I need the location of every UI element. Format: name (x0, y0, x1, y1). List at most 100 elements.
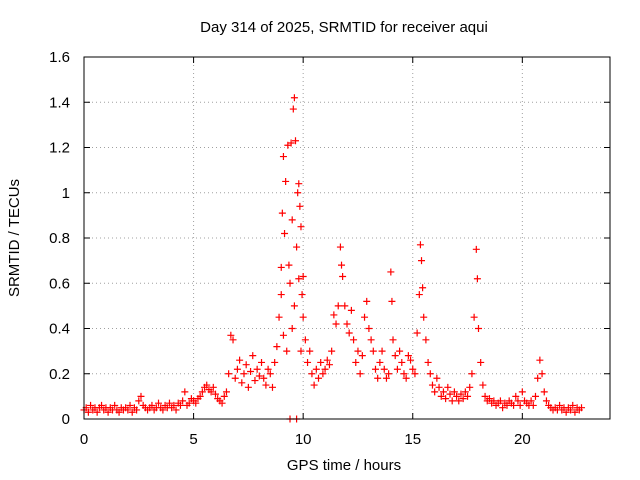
data-point (218, 399, 226, 407)
data-point (288, 325, 296, 332)
data-point (369, 347, 377, 355)
data-point (393, 365, 401, 373)
data-point (391, 352, 399, 360)
data-point (285, 261, 293, 269)
data-point (466, 383, 474, 391)
data-point (459, 395, 467, 403)
y-tick-label: 0.4 (49, 321, 70, 338)
data-point (534, 374, 542, 382)
data-point (354, 347, 362, 355)
data-point (569, 401, 577, 409)
data-point (170, 401, 178, 409)
data-point (253, 365, 261, 373)
data-point (411, 370, 419, 378)
data-point (111, 401, 119, 409)
data-point (293, 243, 301, 251)
data-point (339, 272, 347, 280)
data-point (464, 392, 472, 400)
data-point (312, 365, 320, 373)
data-point (426, 370, 434, 378)
data-point (295, 275, 303, 283)
y-tick-label: 1.4 (49, 94, 70, 111)
data-point (457, 390, 465, 398)
data-point (148, 401, 156, 409)
data-point (428, 381, 436, 389)
data-point (332, 320, 340, 328)
data-point (416, 241, 424, 249)
data-point (192, 399, 200, 407)
data-point (159, 406, 167, 414)
data-point (207, 388, 215, 396)
data-point (388, 297, 396, 305)
data-point (490, 397, 498, 405)
data-point (328, 347, 336, 355)
data-point (321, 365, 329, 373)
x-tick-label: 10 (295, 431, 312, 448)
data-point (437, 392, 445, 400)
data-point (477, 358, 485, 366)
y-tick-label: 0.6 (49, 275, 70, 292)
data-point (512, 392, 520, 400)
x-tick-labels: 0 5 10 15 20 (80, 431, 531, 448)
data-point (472, 245, 480, 253)
tick-marks (83, 56, 610, 420)
data-point (93, 408, 101, 416)
data-point (347, 306, 355, 314)
data-point (420, 313, 428, 321)
x-tick-label: 15 (404, 431, 421, 448)
data-point (288, 216, 296, 224)
data-point (222, 388, 230, 396)
data-point (115, 408, 123, 416)
data-point (126, 401, 134, 409)
data-point (289, 105, 297, 113)
data-point (499, 404, 507, 412)
data-point (275, 313, 283, 321)
data-point (315, 374, 323, 382)
data-point (382, 374, 390, 382)
data-point (155, 399, 163, 407)
data-point (262, 381, 270, 389)
x-axis-label: GPS time / hours (287, 457, 401, 474)
data-point (571, 408, 579, 416)
data-point (290, 94, 298, 102)
data-point (374, 374, 382, 382)
data-point (398, 358, 406, 366)
data-points (80, 94, 586, 423)
data-point (268, 383, 276, 391)
data-point (287, 139, 295, 147)
data-point (231, 374, 239, 382)
data-point (470, 313, 478, 321)
data-point (279, 153, 287, 161)
data-point (179, 397, 187, 405)
y-tick-label: 1 (62, 185, 70, 202)
data-point (277, 291, 285, 299)
data-point (442, 395, 450, 403)
data-point (165, 399, 173, 407)
x-tick-label: 5 (189, 431, 197, 448)
data-point (365, 325, 373, 332)
data-point (330, 311, 338, 319)
data-point (396, 347, 404, 355)
data-point (319, 370, 327, 378)
data-point (279, 331, 287, 339)
data-point (209, 383, 217, 391)
data-point (479, 381, 487, 389)
data-point (341, 302, 349, 310)
data-point (233, 365, 241, 373)
data-point (485, 395, 493, 403)
data-point (433, 374, 441, 382)
data-point (176, 401, 184, 409)
data-point (380, 365, 388, 373)
x-tick-label: 20 (514, 431, 531, 448)
data-point (387, 268, 395, 276)
data-point (413, 329, 421, 337)
y-tick-label: 1.2 (49, 140, 70, 157)
data-point (352, 358, 360, 366)
data-point (297, 347, 305, 355)
data-point (334, 302, 342, 310)
data-point (299, 272, 307, 280)
data-point (385, 370, 393, 378)
data-point (220, 392, 228, 400)
data-point (529, 401, 537, 409)
data-point (424, 358, 432, 366)
